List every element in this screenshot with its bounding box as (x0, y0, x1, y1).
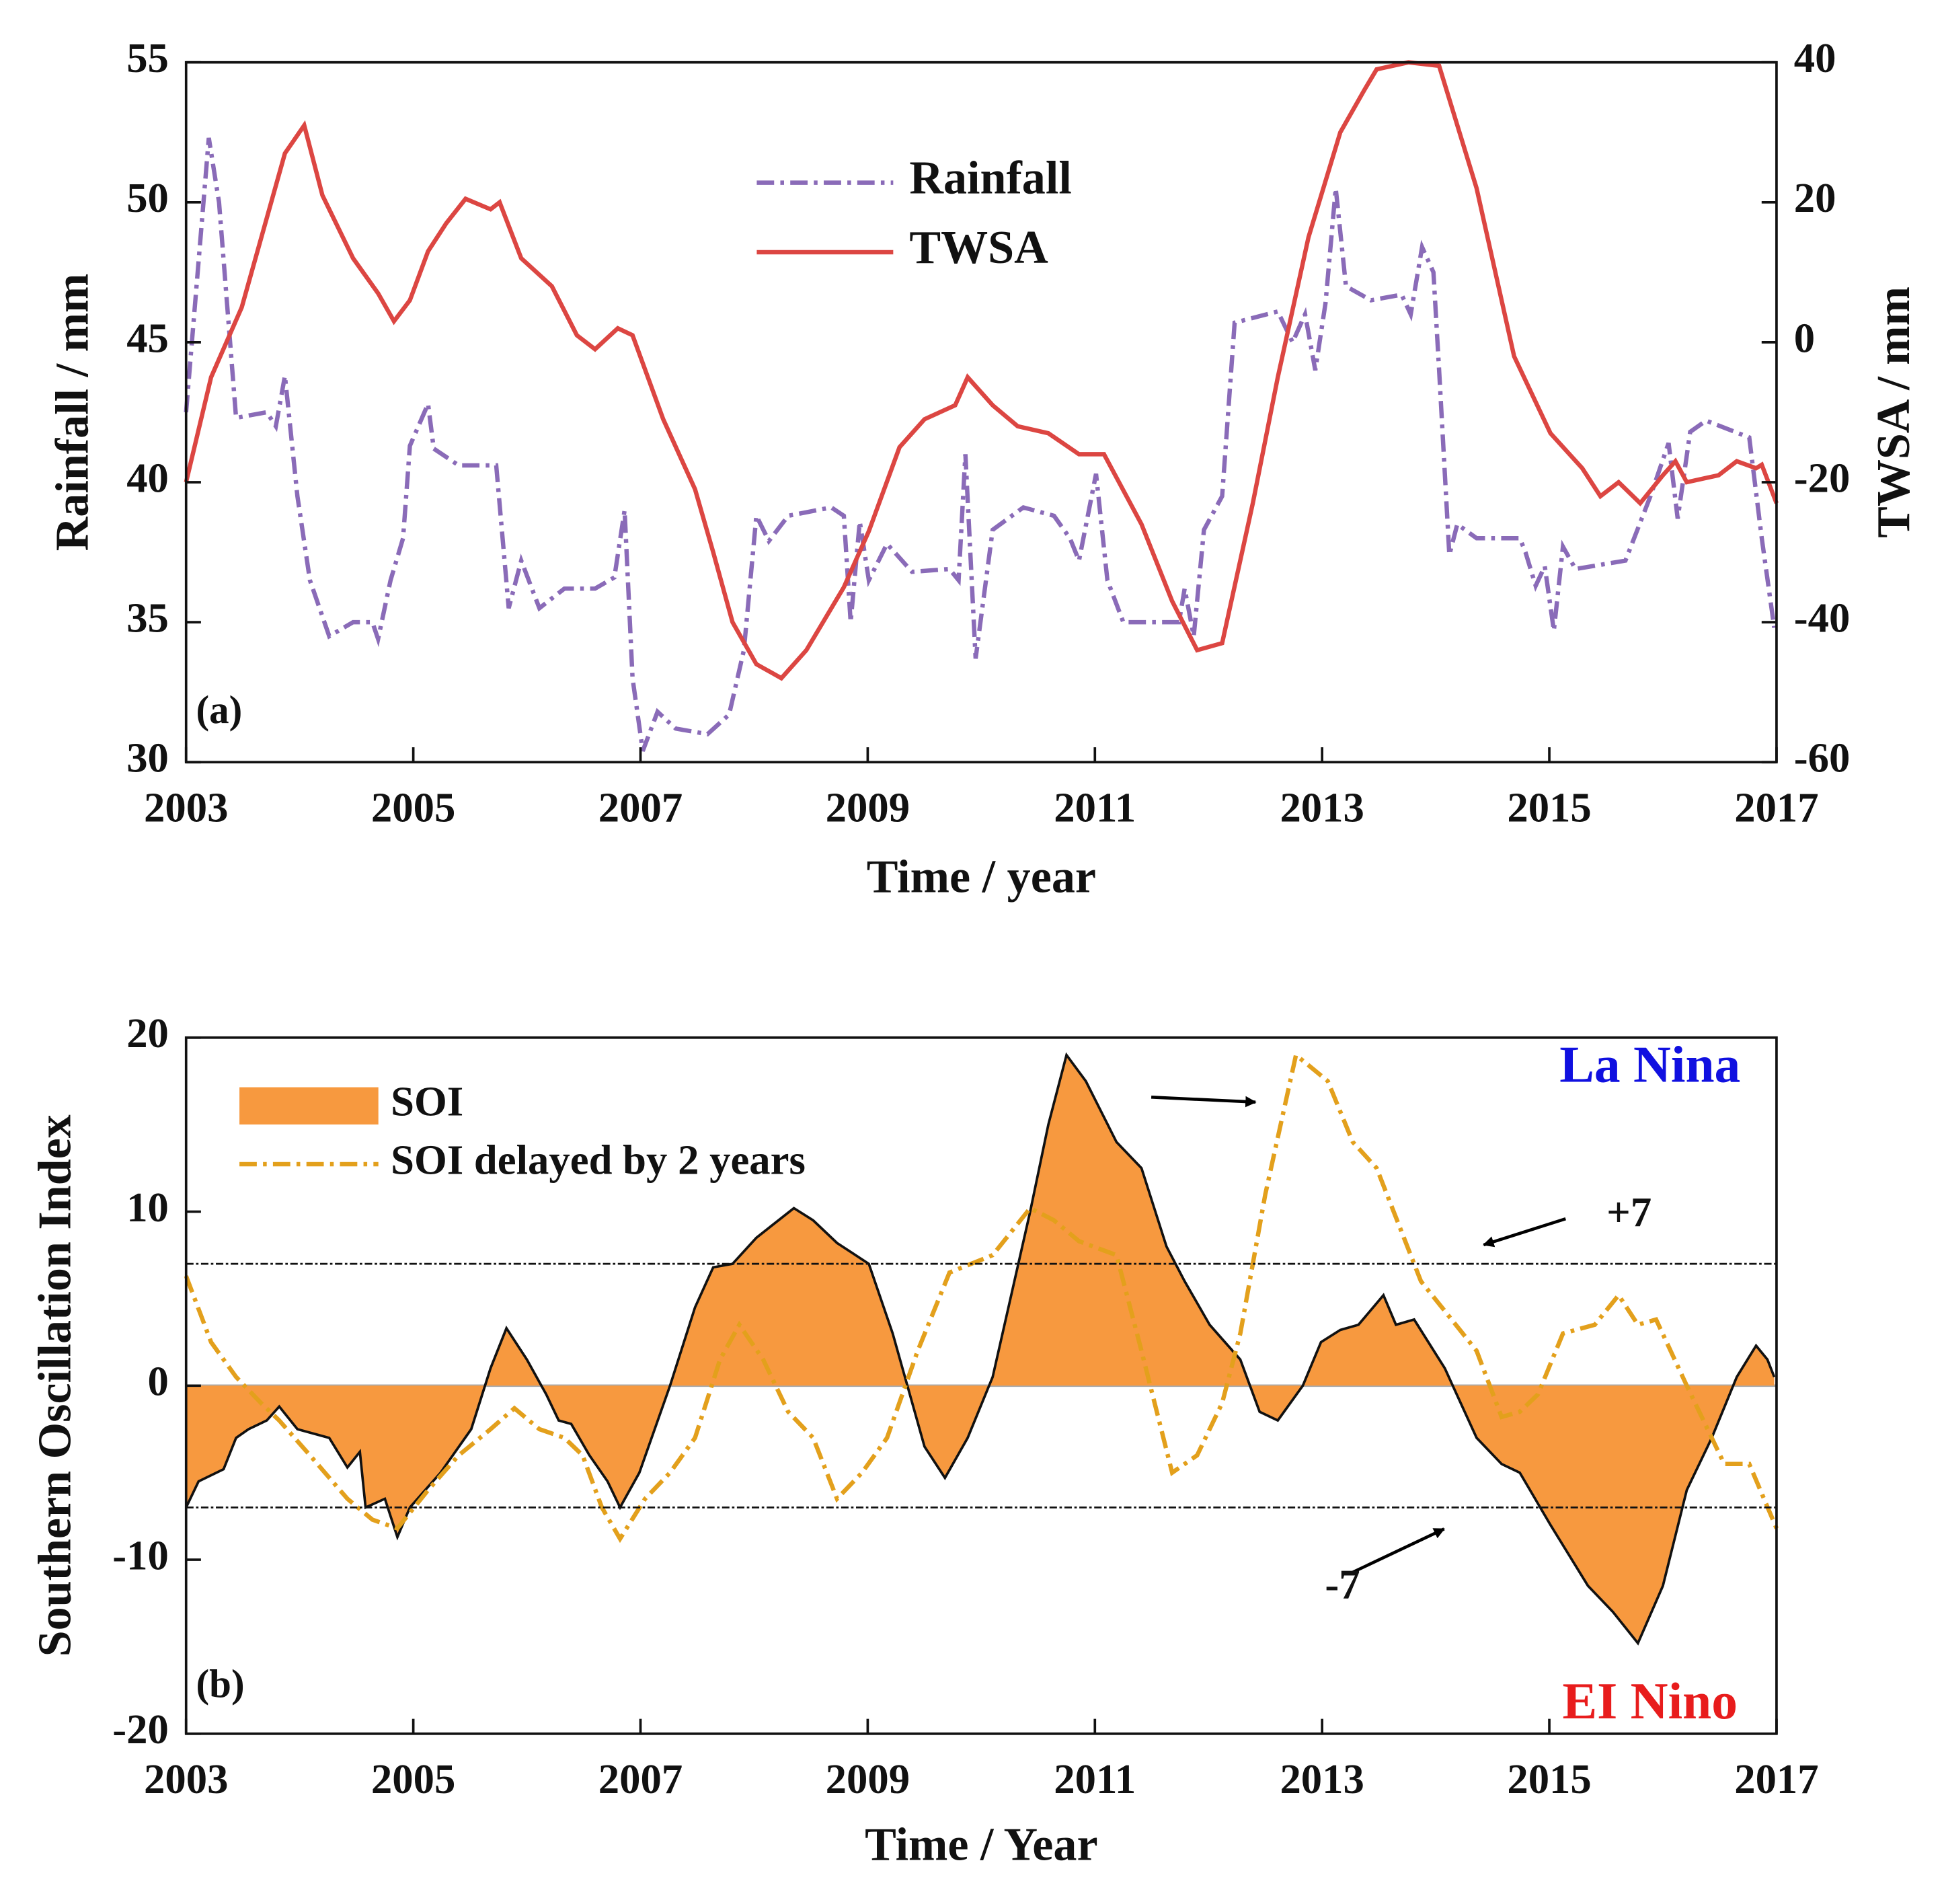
y2-tick-label: 0 (1794, 314, 1815, 361)
x-tick-label: 2017 (1734, 784, 1818, 831)
threshold-label: +7 (1606, 1188, 1651, 1235)
y-tick-label: 55 (126, 34, 169, 81)
x-tick-label: 2011 (1054, 1755, 1136, 1802)
x-tick-label: 2015 (1507, 1755, 1591, 1802)
annotation: EI Nino (1563, 1672, 1738, 1730)
area-edge (185, 1052, 1776, 1646)
x-tick-label: 2011 (1054, 784, 1136, 831)
y2-tick-label: -40 (1794, 595, 1851, 642)
annotation: La Nina (1559, 1036, 1740, 1094)
y2-axis-title: TWSA / mm (1868, 287, 1920, 538)
series-line (184, 60, 1779, 681)
arrow (1349, 1527, 1445, 1575)
panel-label: (b) (196, 1661, 244, 1706)
y-tick-label: 20 (126, 1010, 169, 1057)
legend-label: SOI (391, 1078, 463, 1125)
y-axis-title: Southern Oscillation Index (30, 1114, 81, 1657)
y2-tick-label: -20 (1794, 454, 1851, 501)
x-tick-label: 2003 (144, 784, 228, 831)
y-tick-label: -20 (112, 1706, 169, 1753)
x-tick-label: 2015 (1507, 784, 1591, 831)
legend-label: Rainfall (909, 153, 1071, 204)
panel-label: (a) (196, 687, 242, 732)
y2-tick-label: -60 (1794, 734, 1851, 782)
x-axis-title: Time / year (867, 851, 1096, 903)
y-tick-label: 30 (126, 734, 169, 782)
x-tick-label: 2013 (1280, 784, 1364, 831)
panel: Rainfall TWSA 2003 2005 2007 2009 2011 2013 2015… (46, 34, 1919, 903)
series-line (184, 137, 1777, 752)
threshold-label: -7 (1325, 1560, 1360, 1607)
x-tick-label: 2009 (826, 1755, 910, 1802)
legend-swatch (239, 1087, 379, 1125)
arrow (1151, 1096, 1257, 1108)
x-tick-label: 2005 (371, 1755, 455, 1802)
y-tick-label: 50 (126, 174, 169, 221)
x-tick-label: 2013 (1280, 1755, 1364, 1802)
x-tick-label: 2007 (598, 784, 683, 831)
arrows (1151, 1096, 1566, 1575)
y-tick-label: 35 (126, 595, 169, 642)
x-tick-label: 2007 (598, 1755, 683, 1802)
x-tick-label: 2017 (1734, 1755, 1818, 1802)
series-line (184, 1051, 1779, 1544)
arrow (1482, 1217, 1566, 1248)
y-tick-label: 40 (126, 454, 169, 501)
legend-label: SOI delayed by 2 years (391, 1136, 806, 1183)
y-tick-label: 0 (148, 1358, 169, 1405)
x-tick-label: 2005 (371, 784, 455, 831)
x-axis-title: Time / Year (865, 1819, 1098, 1870)
plot-frame (184, 61, 1778, 764)
area (186, 1055, 1775, 1644)
y2-tick-label: 40 (1794, 34, 1836, 81)
x-tick-label: 2009 (826, 784, 910, 831)
x-tick-label: 2003 (144, 1755, 228, 1802)
legend-label: TWSA (909, 222, 1048, 274)
y-tick-label: 10 (126, 1184, 169, 1231)
panel: SOI SOI delayed by 2 years +7 -7 La Nina EI N… (30, 1010, 1819, 1870)
y-tick-label: -10 (112, 1531, 169, 1578)
y-axis-title: Rainfall / mm (46, 274, 98, 551)
y2-tick-label: 20 (1794, 174, 1836, 221)
y-tick-label: 45 (126, 314, 169, 361)
